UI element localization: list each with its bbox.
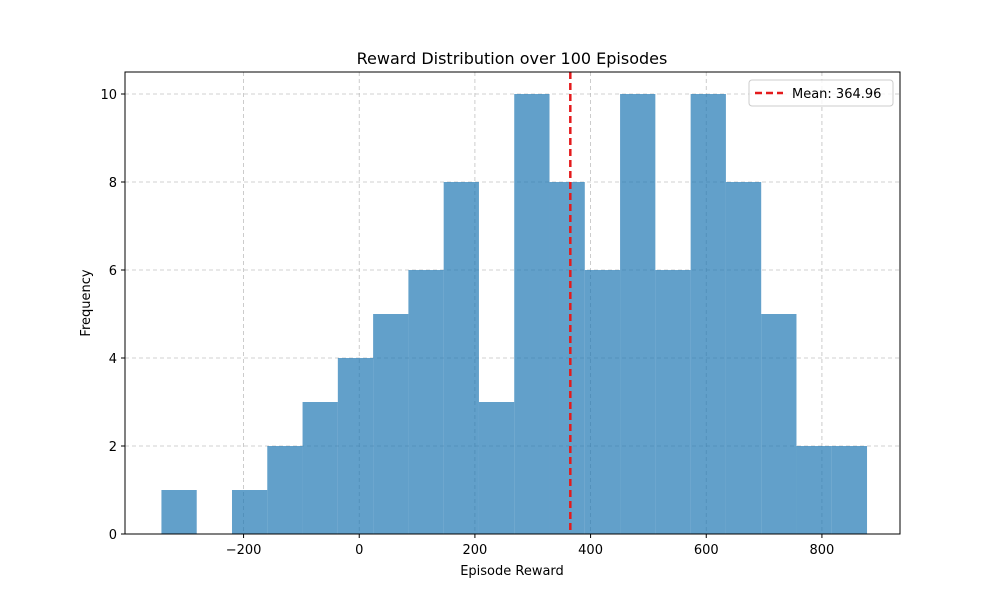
- histogram-bars: [161, 94, 868, 534]
- x-tick-label: −200: [226, 543, 262, 558]
- legend-mean-label: Mean: 364.96: [792, 87, 881, 102]
- histogram-bar: [514, 94, 550, 534]
- y-tick-label: 6: [109, 264, 117, 279]
- histogram-bar: [161, 490, 197, 534]
- histogram-bar: [584, 270, 621, 534]
- histogram-bar: [549, 182, 585, 534]
- histogram-bar: [831, 446, 868, 534]
- legend-box: [748, 79, 894, 107]
- y-axis-label: Frequency: [79, 269, 94, 336]
- histogram-bar: [655, 270, 691, 534]
- histogram-bar: [478, 402, 515, 534]
- histogram-bar: [337, 358, 374, 534]
- y-tick-label: 2: [109, 440, 117, 455]
- x-tick-label: 200: [462, 543, 487, 558]
- y-tick-label: 0: [109, 528, 117, 543]
- y-axis-ticks: 0 2 4 6 8 10: [100, 88, 125, 543]
- histogram-bar: [408, 270, 444, 534]
- histogram-bar: [761, 314, 797, 534]
- histogram-bar: [302, 402, 338, 534]
- histogram-bar: [796, 446, 832, 534]
- histogram-bar: [620, 94, 656, 534]
- x-tick-label: 400: [578, 543, 603, 558]
- y-tick-label: 4: [109, 352, 117, 367]
- x-tick-label: 0: [355, 543, 363, 558]
- histogram-bar: [267, 446, 303, 534]
- histogram-bar: [231, 490, 268, 534]
- y-tick-label: 8: [109, 176, 117, 191]
- chart-title: Reward Distribution over 100 Episodes: [357, 49, 668, 68]
- histogram-bar: [690, 94, 726, 534]
- legend: Mean: 364.96: [748, 79, 894, 107]
- histogram-bar: [443, 182, 479, 534]
- y-tick-label: 10: [100, 88, 117, 103]
- histogram-bar: [373, 314, 409, 534]
- plot-area-frame: [124, 71, 901, 535]
- x-axis-ticks: −200 0 200 400 600 800: [226, 534, 835, 558]
- x-tick-label: 800: [810, 543, 835, 558]
- x-tick-label: 600: [694, 543, 719, 558]
- x-axis-label: Episode Reward: [460, 564, 564, 579]
- histogram-bar: [725, 182, 762, 534]
